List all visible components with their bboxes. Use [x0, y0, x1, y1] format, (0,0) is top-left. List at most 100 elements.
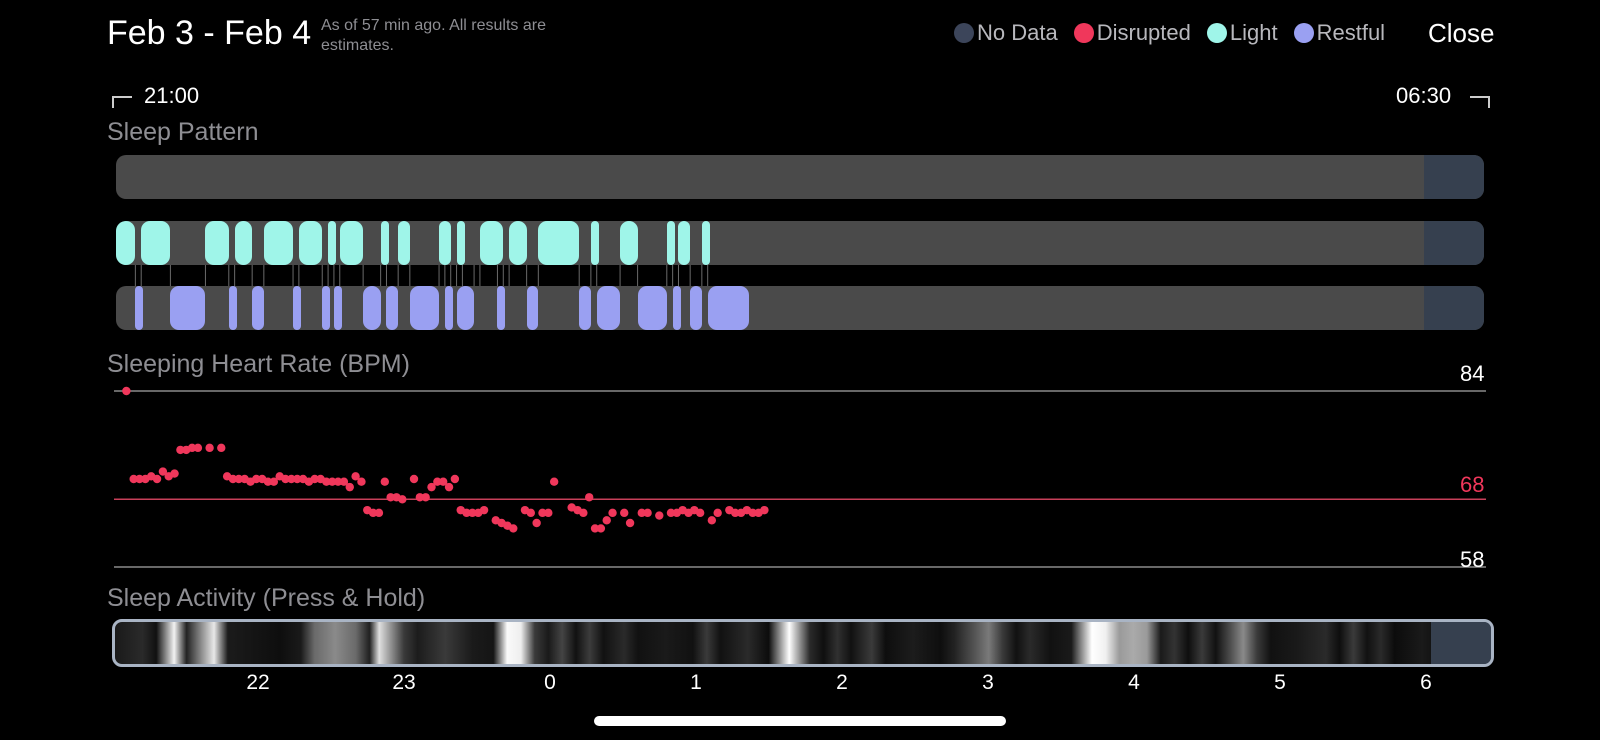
x-tick-label: 6 [1420, 671, 1432, 694]
legend: No Data Disrupted Light Restful [954, 20, 1385, 46]
light-segment [678, 221, 691, 265]
heart-rate-point [386, 493, 395, 502]
restful-segment [672, 286, 681, 330]
avg-bpm-label: 68 [1460, 472, 1485, 497]
heart-rate-point [731, 508, 740, 518]
heart-rate-point [707, 516, 717, 525]
heart-rate-point [205, 443, 214, 453]
heart-rate-point [415, 493, 425, 502]
heart-rate-point [655, 511, 664, 520]
heart-rate-point [637, 508, 646, 518]
legend-item-disrupted: Disrupted [1073, 20, 1191, 46]
heart-rate-point [158, 467, 168, 476]
heart-rate-point [293, 474, 302, 484]
heart-rate-point [713, 508, 722, 518]
legend-item-restful: Restful [1293, 20, 1386, 46]
x-tick-label: 5 [1274, 671, 1286, 694]
restful-track[interactable] [116, 286, 1484, 330]
x-tick-label: 4 [1128, 671, 1140, 694]
max-bpm-label: 84 [1460, 361, 1485, 386]
heart-rate-point [421, 493, 430, 502]
light-segment [439, 221, 451, 265]
light-segment [339, 221, 364, 265]
heart-rate-point [643, 508, 652, 518]
light-segment [328, 221, 337, 265]
heart-rate-point [450, 474, 460, 484]
heart-rate-point [433, 477, 442, 486]
no-data-segment [1424, 286, 1484, 330]
disrupted-track[interactable] [116, 155, 1484, 199]
light-segment [205, 221, 229, 265]
light-segment [538, 221, 580, 265]
sleep-activity-bar[interactable] [112, 619, 1494, 667]
heart-rate-point [234, 474, 243, 484]
light-segment [509, 221, 527, 265]
heart-rate-point [122, 386, 131, 396]
x-tick-label: 23 [392, 671, 416, 694]
no-data-segment [1424, 221, 1484, 265]
heart-rate-point [129, 474, 138, 484]
light-segment [590, 221, 599, 265]
heart-rate-point [176, 445, 185, 455]
restful-segment [386, 286, 399, 330]
heart-rate-point [538, 508, 547, 518]
legend-label: Disrupted [1096, 20, 1191, 45]
heart-rate-point [666, 508, 676, 518]
heart-rate-point [398, 495, 407, 504]
heart-rate-point [479, 505, 489, 515]
heart-rate-point [596, 524, 606, 533]
heart-rate-point [695, 508, 705, 518]
end-time: 06:30 [1396, 83, 1452, 108]
heart-rate-point [625, 518, 635, 528]
light-segment [456, 221, 465, 265]
home-indicator[interactable] [594, 716, 1006, 726]
light-segment [479, 221, 504, 265]
heart-rate-title: Sleeping Heart Rate (BPM) [107, 350, 410, 378]
light-segment [380, 221, 389, 265]
no-data-dot-icon [954, 23, 974, 43]
estimate-note: As of 57 min ago. All results are estima… [321, 17, 546, 54]
heart-rate-point [608, 508, 617, 518]
restful-dot-icon [1293, 23, 1314, 43]
start-time: 21:00 [144, 83, 200, 108]
heart-rate-point [328, 477, 337, 486]
heart-rate-point [526, 508, 535, 518]
heart-rate-point [468, 508, 477, 518]
heart-rate-point [380, 477, 389, 486]
legend-label: Restful [1316, 20, 1386, 45]
disrupted-dot-icon [1073, 23, 1094, 43]
x-tick-label: 3 [982, 671, 994, 694]
heart-rate-point [345, 482, 354, 492]
restful-segment [322, 286, 331, 330]
light-dot-icon [1206, 23, 1227, 43]
legend-label: Light [1229, 20, 1278, 45]
min-bpm-label: 58 [1460, 547, 1485, 572]
light-segment [620, 221, 638, 265]
light-segment [116, 221, 136, 265]
heart-rate-point [287, 474, 296, 484]
light-segment [666, 221, 675, 265]
heart-rate-point [549, 477, 559, 486]
restful-segment [333, 286, 342, 330]
close-button[interactable]: Close [1428, 18, 1495, 48]
restful-segment [444, 286, 453, 330]
date-range-title: Feb 3 - Feb 4 [107, 14, 312, 52]
restful-segment [526, 286, 539, 330]
heart-rate-point [170, 469, 179, 478]
heart-rate-point [339, 477, 349, 486]
heart-rate-point [585, 493, 594, 502]
light-segment [701, 221, 710, 265]
heart-rate-point [281, 474, 290, 484]
heart-rate-point [602, 516, 611, 525]
heart-rate-point [351, 472, 360, 481]
restful-segment [363, 286, 381, 330]
light-track[interactable] [116, 221, 1484, 265]
restful-segment [228, 286, 237, 330]
light-segment [234, 221, 253, 265]
heart-rate-chart[interactable] [0, 370, 1600, 570]
heart-rate-point [217, 443, 226, 453]
heart-rate-point [187, 443, 197, 453]
heart-rate-point [263, 477, 273, 486]
heart-rate-point [532, 518, 541, 528]
restful-segment [690, 286, 702, 330]
